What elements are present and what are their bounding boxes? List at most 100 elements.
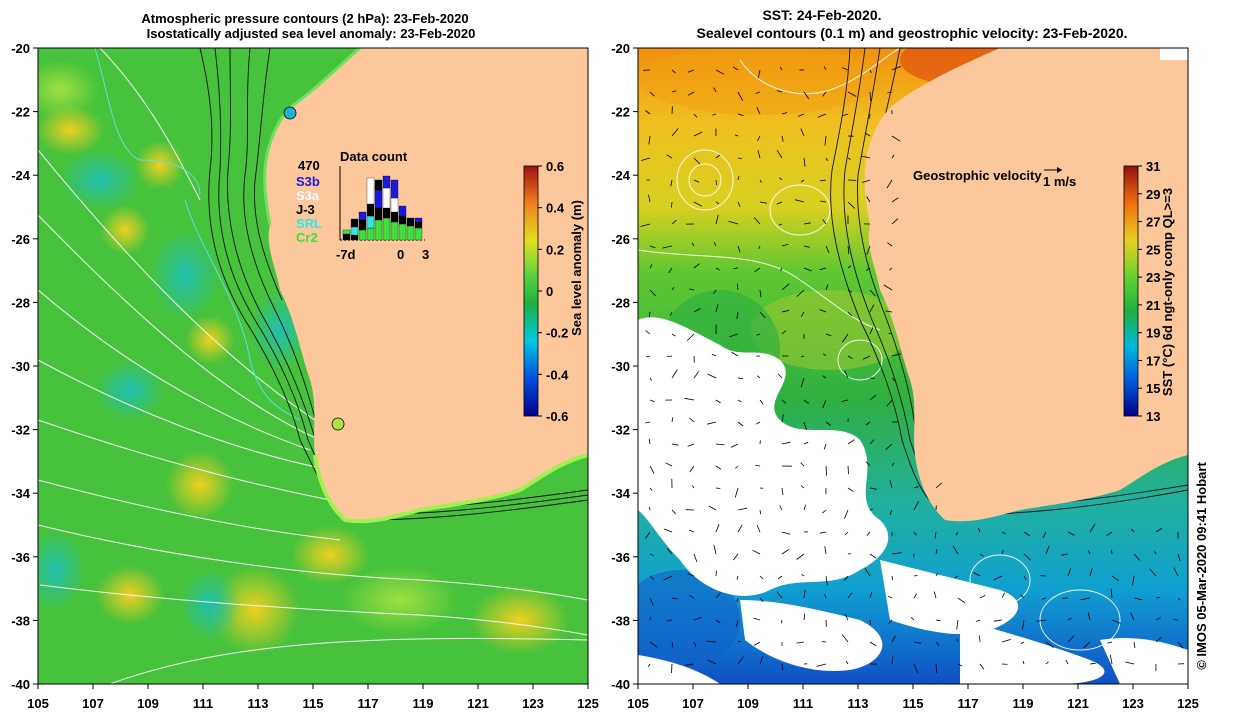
velocity-arrow (759, 399, 764, 405)
lon-tick-label: 107 (82, 696, 104, 711)
velocity-arrow (759, 179, 762, 183)
velocity-arrow (822, 375, 827, 379)
velocity-arrow (671, 333, 676, 337)
legend-entry-cr2: Cr2 (296, 230, 318, 245)
velocity-arrow (1088, 550, 1091, 555)
velocity-arrow (732, 66, 739, 71)
velocity-arrow (822, 399, 827, 409)
tide-gauge-marker (331, 417, 345, 431)
velocity-arrow (689, 595, 695, 599)
velocity-arrow (712, 113, 717, 116)
velocity-arrow (1067, 567, 1072, 577)
velocity-arrow (1022, 619, 1025, 630)
velocity-arrow (935, 549, 938, 555)
velocity-arrow (803, 399, 809, 404)
velocity-arrow (797, 113, 805, 117)
velocity-arrow (671, 663, 673, 674)
velocity-arrow (847, 157, 851, 160)
velocity-arrow (913, 501, 920, 511)
velocity-arrow (671, 69, 676, 74)
velocity-arrow (935, 619, 941, 622)
colorbar-tick-label: 27 (1146, 215, 1160, 230)
velocity-arrow (737, 377, 744, 379)
velocity-arrow (737, 245, 741, 253)
velocity-arrow (956, 619, 959, 630)
map-corner-mask (1160, 48, 1188, 60)
velocity-arrow (665, 462, 673, 467)
velocity-arrow (686, 333, 695, 341)
velocity-arrow (689, 529, 695, 533)
velocity-arrow (776, 90, 783, 93)
velocity-arrow (649, 264, 653, 269)
lon-tick-label: 125 (577, 696, 599, 711)
lat-tick-label: -34 (611, 486, 631, 501)
velocity-arrow (693, 201, 703, 207)
data-count-bar-segment (406, 225, 415, 241)
velocity-arrow (715, 465, 722, 470)
velocity-arrow (800, 485, 805, 489)
velocity-arrow (800, 179, 805, 183)
velocity-arrow (671, 90, 677, 93)
velocity-arrow (684, 397, 695, 401)
velocity-arrow (1067, 531, 1075, 536)
velocity-arrow (640, 223, 651, 227)
velocity-arrow (687, 573, 695, 577)
velocity-arrow (668, 267, 673, 274)
velocity-arrow (817, 113, 827, 118)
sla-anomaly-patch (340, 565, 460, 635)
sla-anomaly-patch (38, 530, 85, 610)
velocity-arrow (869, 289, 876, 297)
velocity-arrow (869, 327, 874, 335)
velocity-arrow (758, 245, 761, 250)
velocity-arrow (715, 399, 721, 404)
velocity-arrow (803, 91, 810, 100)
data-count-bar-segment (382, 217, 391, 241)
velocity-arrow (736, 575, 739, 580)
left-title-line1: Atmospheric pressure contours (2 hPa): 2… (141, 11, 468, 26)
credit-text: © IMOS 05-Mar-2020 09:41 Hobart (1194, 462, 1209, 670)
velocity-arrow (803, 421, 807, 430)
velocity-arrow (689, 288, 695, 291)
sla-anomaly-patch (38, 60, 100, 120)
velocity-arrow (819, 531, 827, 534)
lon-tick-label: 115 (903, 696, 924, 711)
velocity-arrow (822, 509, 827, 514)
velocity-arrow (1020, 641, 1025, 644)
velocity-arrow (993, 619, 1003, 622)
velocity-arrow (713, 87, 717, 93)
velocity-arrow (715, 524, 720, 533)
velocity-arrow (781, 112, 788, 115)
velocity-arrow (737, 399, 742, 403)
lon-tick-label: 113 (848, 696, 869, 711)
left-map-panel: Atmospheric pressure contours (2 hPa): 2… (11, 11, 599, 711)
lon-tick-label: 119 (1013, 696, 1034, 711)
data-count-bar-segment (374, 179, 383, 191)
lat-tick-label: -26 (11, 232, 30, 247)
velocity-arrow (781, 309, 790, 313)
velocity-arrow (885, 443, 893, 450)
velocity-arrow (1111, 619, 1121, 624)
velocity-arrow (869, 592, 873, 599)
velocity-arrow (779, 505, 783, 511)
velocity-arrow (935, 641, 940, 646)
australia-landmass (264, 48, 588, 522)
data-count-bar-segment (342, 229, 351, 235)
sla-anomaly-patch (150, 230, 220, 320)
velocity-arrow (891, 377, 897, 382)
lat-tick-label: -28 (11, 295, 30, 310)
legend-entry-s3a: S3a (296, 188, 320, 203)
velocity-arrow (666, 355, 673, 357)
velocity-arrow (1155, 616, 1161, 621)
data-count-bar-segment (366, 227, 375, 241)
velocity-arrow (648, 194, 651, 203)
velocity-arrow (913, 531, 917, 536)
data-count-bar-segment (414, 227, 423, 241)
colorbar-tick-label: 21 (1146, 298, 1160, 313)
velocity-arrow (1061, 553, 1069, 556)
velocity-arrow (888, 332, 893, 335)
colorbar-tick-label: 0 (546, 284, 553, 299)
velocity-arrow (819, 309, 827, 313)
right-title-line1: SST: 24-Feb-2020. (762, 7, 881, 23)
velocity-arrow (732, 553, 739, 561)
velocity-arrow (781, 531, 791, 535)
